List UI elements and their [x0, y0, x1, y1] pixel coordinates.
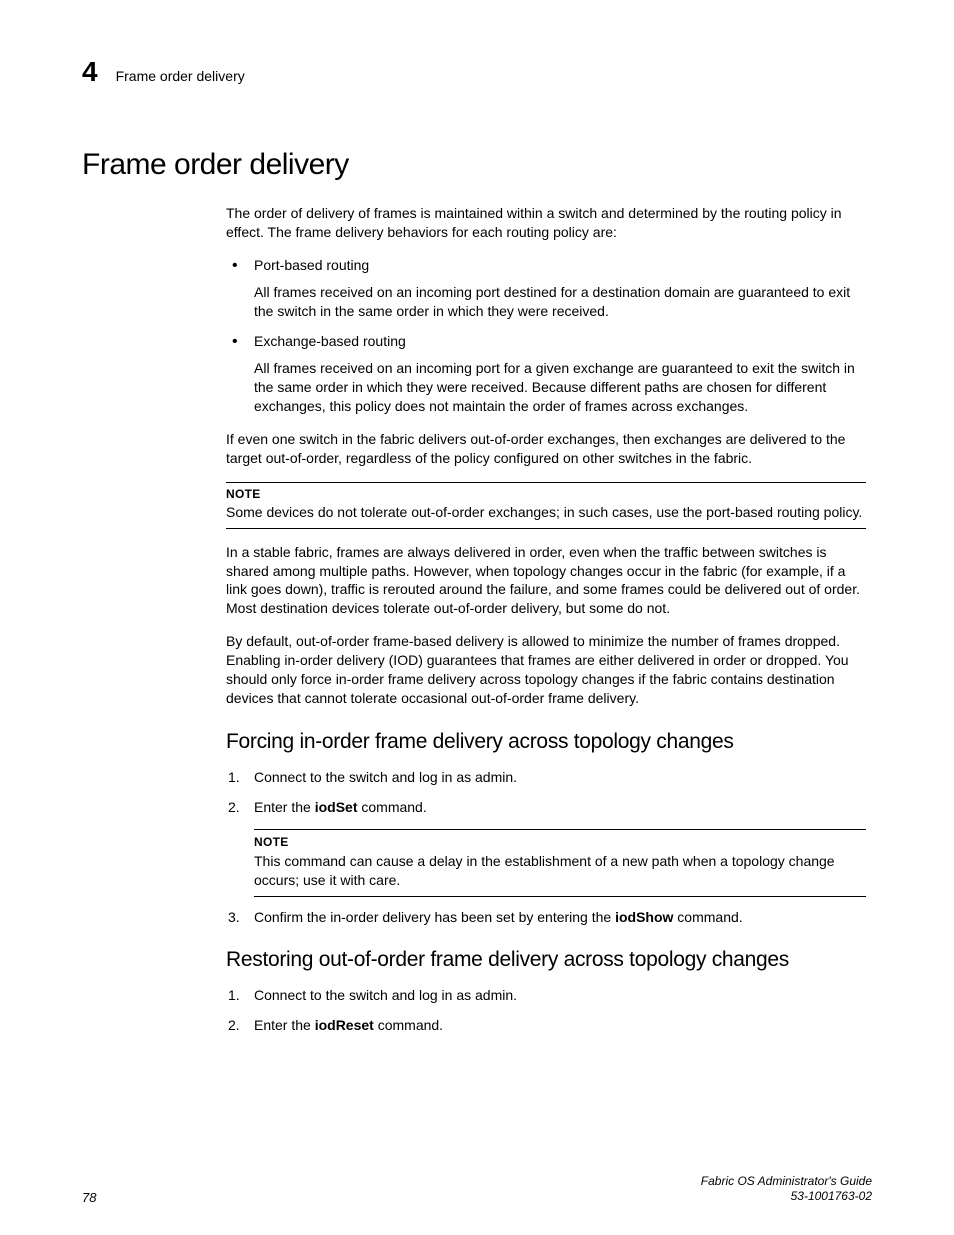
note-label: NOTE	[226, 487, 866, 501]
note-label: NOTE	[254, 834, 866, 850]
section-heading: Restoring out-of-order frame delivery ac…	[226, 948, 866, 972]
body-paragraph: In a stable fabric, frames are always de…	[226, 543, 866, 619]
bullet-title: Exchange-based routing	[254, 332, 866, 351]
step-text: Enter the	[254, 799, 315, 815]
list-item: Port-based routing All frames received o…	[226, 256, 866, 321]
note-text: Some devices do not tolerate out-of-orde…	[226, 503, 866, 522]
bullet-title: Port-based routing	[254, 256, 866, 275]
step-item: Enter the iodReset command.	[226, 1016, 866, 1035]
note-block: NOTE This command can cause a delay in t…	[254, 829, 866, 897]
step-item: Connect to the switch and log in as admi…	[226, 986, 866, 1005]
step-item: Enter the iodSet command. NOTE This comm…	[226, 798, 866, 897]
step-item: Connect to the switch and log in as admi…	[226, 768, 866, 787]
forcing-steps-list: Connect to the switch and log in as admi…	[226, 768, 866, 927]
step-item: Confirm the in-order delivery has been s…	[226, 908, 866, 927]
chapter-number: 4	[82, 56, 98, 88]
intro-paragraph: The order of delivery of frames is maint…	[226, 204, 866, 242]
note-block: NOTE Some devices do not tolerate out-of…	[226, 482, 866, 529]
body-paragraph: By default, out-of-order frame-based del…	[226, 632, 866, 708]
list-item: Exchange-based routing All frames receiv…	[226, 332, 866, 416]
footer-doc-info: Fabric OS Administrator's Guide 53-10017…	[701, 1174, 872, 1205]
main-heading: Frame order delivery	[82, 148, 872, 182]
page-header: 4 Frame order delivery	[82, 56, 872, 88]
step-text: Confirm the in-order delivery has been s…	[254, 909, 615, 925]
step-text: command.	[357, 799, 426, 815]
bullet-body: All frames received on an incoming port …	[254, 359, 866, 416]
note-text: This command can cause a delay in the es…	[254, 852, 866, 890]
doc-id: 53-1001763-02	[701, 1189, 872, 1205]
restoring-steps-list: Connect to the switch and log in as admi…	[226, 986, 866, 1035]
page-number: 78	[82, 1190, 96, 1205]
running-title: Frame order delivery	[116, 68, 245, 84]
command-name: iodSet	[315, 799, 358, 815]
document-page: 4 Frame order delivery Frame order deliv…	[0, 0, 954, 1035]
step-text: Enter the	[254, 1017, 315, 1033]
step-text: command.	[673, 909, 742, 925]
page-footer: 78 Fabric OS Administrator's Guide 53-10…	[82, 1174, 872, 1205]
bullet-body: All frames received on an incoming port …	[254, 283, 866, 321]
command-name: iodShow	[615, 909, 673, 925]
command-name: iodReset	[315, 1017, 374, 1033]
doc-title: Fabric OS Administrator's Guide	[701, 1174, 872, 1190]
body-paragraph: If even one switch in the fabric deliver…	[226, 430, 866, 468]
routing-bullet-list: Port-based routing All frames received o…	[226, 256, 866, 416]
step-text: command.	[374, 1017, 443, 1033]
content-block: The order of delivery of frames is maint…	[226, 204, 866, 1035]
section-heading: Forcing in-order frame delivery across t…	[226, 730, 866, 754]
